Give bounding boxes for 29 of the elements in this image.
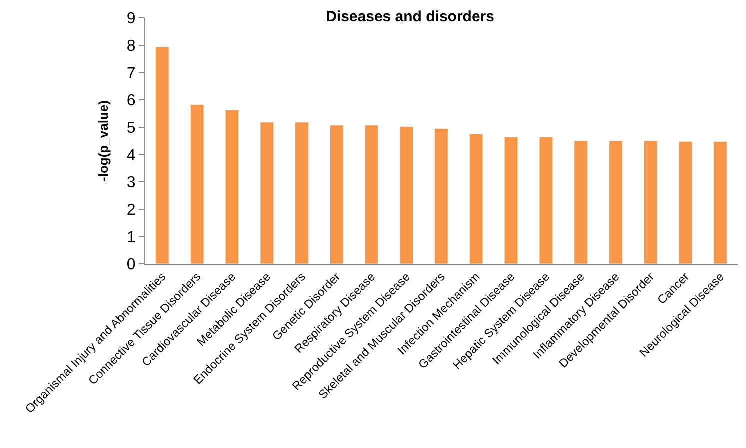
bar [678, 142, 693, 264]
bar [574, 140, 588, 264]
bar [295, 122, 309, 264]
bar [400, 126, 414, 264]
bar [434, 128, 448, 264]
y-tick-label: 1 [126, 229, 136, 246]
bar [156, 47, 170, 264]
bar [190, 104, 204, 264]
y-tick-label: 7 [126, 65, 136, 82]
bar [260, 122, 274, 264]
y-tick-label: 6 [126, 92, 136, 110]
bar [225, 110, 240, 264]
bar [470, 134, 484, 264]
bar [504, 136, 518, 264]
y-tick-label: 8 [126, 38, 136, 55]
bar [330, 125, 344, 264]
y-axis-title: -log(p_value) [96, 100, 111, 182]
y-tick-label: 0 [126, 256, 136, 274]
bar [714, 142, 728, 264]
y-tick-label: 3 [126, 174, 136, 192]
y-tick-label: 2 [126, 202, 136, 219]
chart-title: Diseases and disorders [326, 8, 495, 26]
y-tick-label: 5 [126, 120, 136, 137]
bar [609, 140, 623, 264]
bar [364, 125, 379, 264]
y-tick-label: 4 [126, 147, 136, 164]
bar [539, 136, 554, 264]
bar [644, 140, 658, 264]
y-tick-label: 9 [126, 10, 136, 28]
